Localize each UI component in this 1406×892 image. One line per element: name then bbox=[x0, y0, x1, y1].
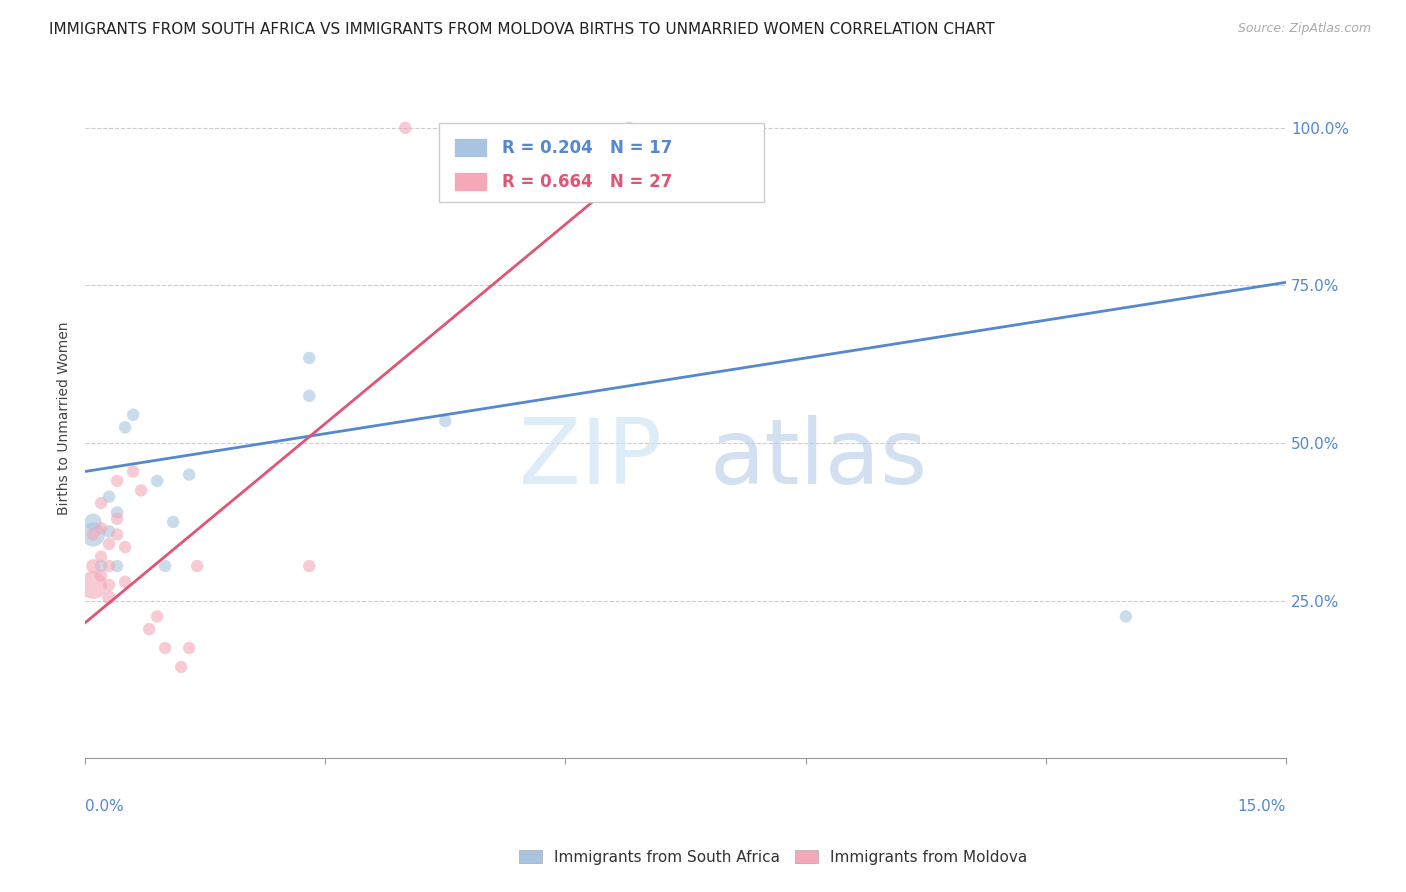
Point bbox=[298, 389, 321, 403]
FancyBboxPatch shape bbox=[454, 172, 488, 191]
Point bbox=[98, 490, 121, 504]
Point bbox=[114, 420, 136, 434]
Y-axis label: Births to Unmarried Women: Births to Unmarried Women bbox=[58, 321, 72, 515]
Point bbox=[179, 467, 201, 482]
Point bbox=[619, 120, 641, 135]
Point bbox=[105, 559, 128, 574]
Text: atlas: atlas bbox=[710, 415, 928, 503]
Point bbox=[82, 559, 104, 574]
Point bbox=[162, 515, 184, 529]
Point bbox=[298, 351, 321, 365]
Point bbox=[114, 540, 136, 554]
Point bbox=[98, 524, 121, 539]
Point bbox=[98, 591, 121, 605]
Point bbox=[129, 483, 152, 498]
Text: IMMIGRANTS FROM SOUTH AFRICA VS IMMIGRANTS FROM MOLDOVA BIRTHS TO UNMARRIED WOME: IMMIGRANTS FROM SOUTH AFRICA VS IMMIGRAN… bbox=[49, 22, 995, 37]
Text: Source: ZipAtlas.com: Source: ZipAtlas.com bbox=[1237, 22, 1371, 36]
Text: R = 0.664   N = 27: R = 0.664 N = 27 bbox=[502, 173, 672, 191]
Point bbox=[90, 521, 112, 535]
Point bbox=[82, 578, 104, 592]
Text: ZIP: ZIP bbox=[519, 415, 661, 503]
Point bbox=[82, 527, 104, 541]
Point bbox=[90, 568, 112, 582]
Point bbox=[146, 609, 169, 624]
Point bbox=[122, 408, 145, 422]
FancyBboxPatch shape bbox=[454, 138, 488, 157]
Point bbox=[105, 512, 128, 526]
Text: R = 0.204   N = 17: R = 0.204 N = 17 bbox=[502, 138, 672, 157]
Point bbox=[98, 537, 121, 551]
Point bbox=[434, 414, 457, 428]
Point bbox=[186, 559, 208, 574]
Text: 0.0%: 0.0% bbox=[86, 799, 124, 814]
Point bbox=[153, 559, 176, 574]
Point bbox=[1115, 609, 1137, 624]
Point bbox=[82, 515, 104, 529]
Point bbox=[394, 120, 416, 135]
Point bbox=[105, 474, 128, 488]
Point bbox=[146, 474, 169, 488]
Point bbox=[90, 549, 112, 564]
Point bbox=[298, 559, 321, 574]
Point bbox=[90, 496, 112, 510]
Point bbox=[105, 527, 128, 541]
Point bbox=[98, 578, 121, 592]
Text: 15.0%: 15.0% bbox=[1237, 799, 1286, 814]
Point bbox=[138, 622, 160, 636]
Point bbox=[170, 660, 193, 674]
Point bbox=[90, 559, 112, 574]
Point bbox=[153, 640, 176, 655]
Point bbox=[114, 574, 136, 589]
FancyBboxPatch shape bbox=[439, 123, 763, 202]
Point bbox=[105, 506, 128, 520]
Point bbox=[122, 465, 145, 479]
Point bbox=[179, 640, 201, 655]
Point bbox=[98, 559, 121, 574]
Point bbox=[82, 527, 104, 541]
Legend: Immigrants from South Africa, Immigrants from Moldova: Immigrants from South Africa, Immigrants… bbox=[513, 844, 1033, 871]
